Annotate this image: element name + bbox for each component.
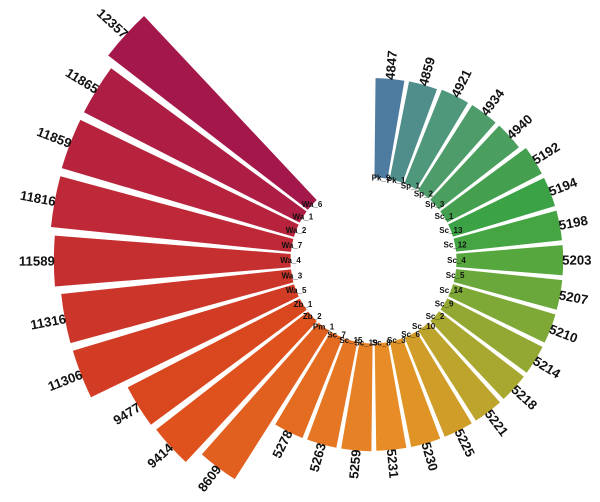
svg-text:Wa_1: Wa_1	[293, 212, 314, 221]
svg-text:Pk_1: Pk_1	[387, 176, 406, 185]
svg-text:Wa_2: Wa_2	[286, 226, 307, 235]
svg-text:Wa_6: Wa_6	[302, 200, 323, 209]
svg-text:5203: 5203	[562, 253, 591, 268]
svg-text:Sc_15: Sc_15	[339, 336, 363, 345]
svg-text:5231: 5231	[384, 448, 402, 479]
svg-text:Wa_5: Wa_5	[286, 286, 307, 295]
svg-text:5198: 5198	[557, 213, 589, 233]
svg-text:Sc_7: Sc_7	[327, 330, 346, 339]
svg-text:Wa_4: Wa_4	[280, 256, 301, 265]
svg-text:Sc_3: Sc_3	[387, 336, 406, 345]
svg-text:Sc_6: Sc_6	[401, 330, 420, 339]
svg-text:Sp_2: Sp_2	[414, 190, 434, 199]
svg-text:Pm_1: Pm_1	[313, 322, 335, 331]
svg-text:11816: 11816	[19, 188, 57, 209]
svg-text:Sp_1: Sp_1	[401, 182, 421, 191]
svg-text:4847: 4847	[382, 50, 400, 81]
svg-text:Sc_4: Sc_4	[447, 256, 466, 265]
svg-text:Zb_2: Zb_2	[303, 312, 322, 321]
svg-text:Pk_9: Pk_9	[372, 173, 391, 182]
svg-text:Wa_3: Wa_3	[282, 271, 303, 280]
svg-text:Sc_1: Sc_1	[435, 212, 454, 221]
svg-text:Sc_5: Sc_5	[446, 271, 465, 280]
svg-text:5259: 5259	[346, 449, 364, 480]
svg-text:Sc_19: Sc_19	[354, 339, 378, 348]
svg-text:Sc_12: Sc_12	[443, 241, 467, 250]
svg-text:11589: 11589	[19, 254, 55, 269]
svg-text:Sc_2: Sc_2	[426, 312, 445, 321]
svg-text:Sc_8: Sc_8	[372, 339, 391, 348]
svg-text:Zb_1: Zb_1	[294, 300, 313, 309]
svg-text:Sc_14: Sc_14	[439, 286, 463, 295]
svg-text:Sc_10: Sc_10	[412, 322, 436, 331]
svg-text:5207: 5207	[558, 287, 590, 307]
svg-text:Wa_7: Wa_7	[282, 241, 303, 250]
svg-text:Sp_3: Sp_3	[425, 200, 445, 209]
svg-text:11316: 11316	[29, 311, 67, 332]
svg-text:Sc_9: Sc_9	[435, 300, 454, 309]
svg-text:Sc_13: Sc_13	[439, 226, 463, 235]
